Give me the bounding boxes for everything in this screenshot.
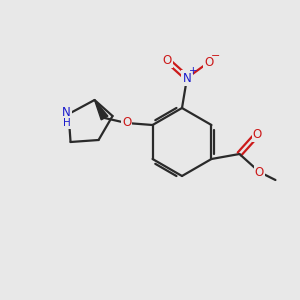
Text: N: N bbox=[183, 71, 191, 85]
Polygon shape bbox=[94, 100, 108, 120]
Text: O: O bbox=[162, 53, 172, 67]
Text: O: O bbox=[255, 166, 264, 178]
Text: O: O bbox=[253, 128, 262, 140]
Text: N: N bbox=[62, 106, 71, 119]
Text: −: − bbox=[211, 51, 221, 61]
Text: O: O bbox=[122, 116, 131, 130]
Text: O: O bbox=[204, 56, 214, 68]
Text: +: + bbox=[189, 66, 197, 76]
Text: H: H bbox=[63, 118, 70, 128]
